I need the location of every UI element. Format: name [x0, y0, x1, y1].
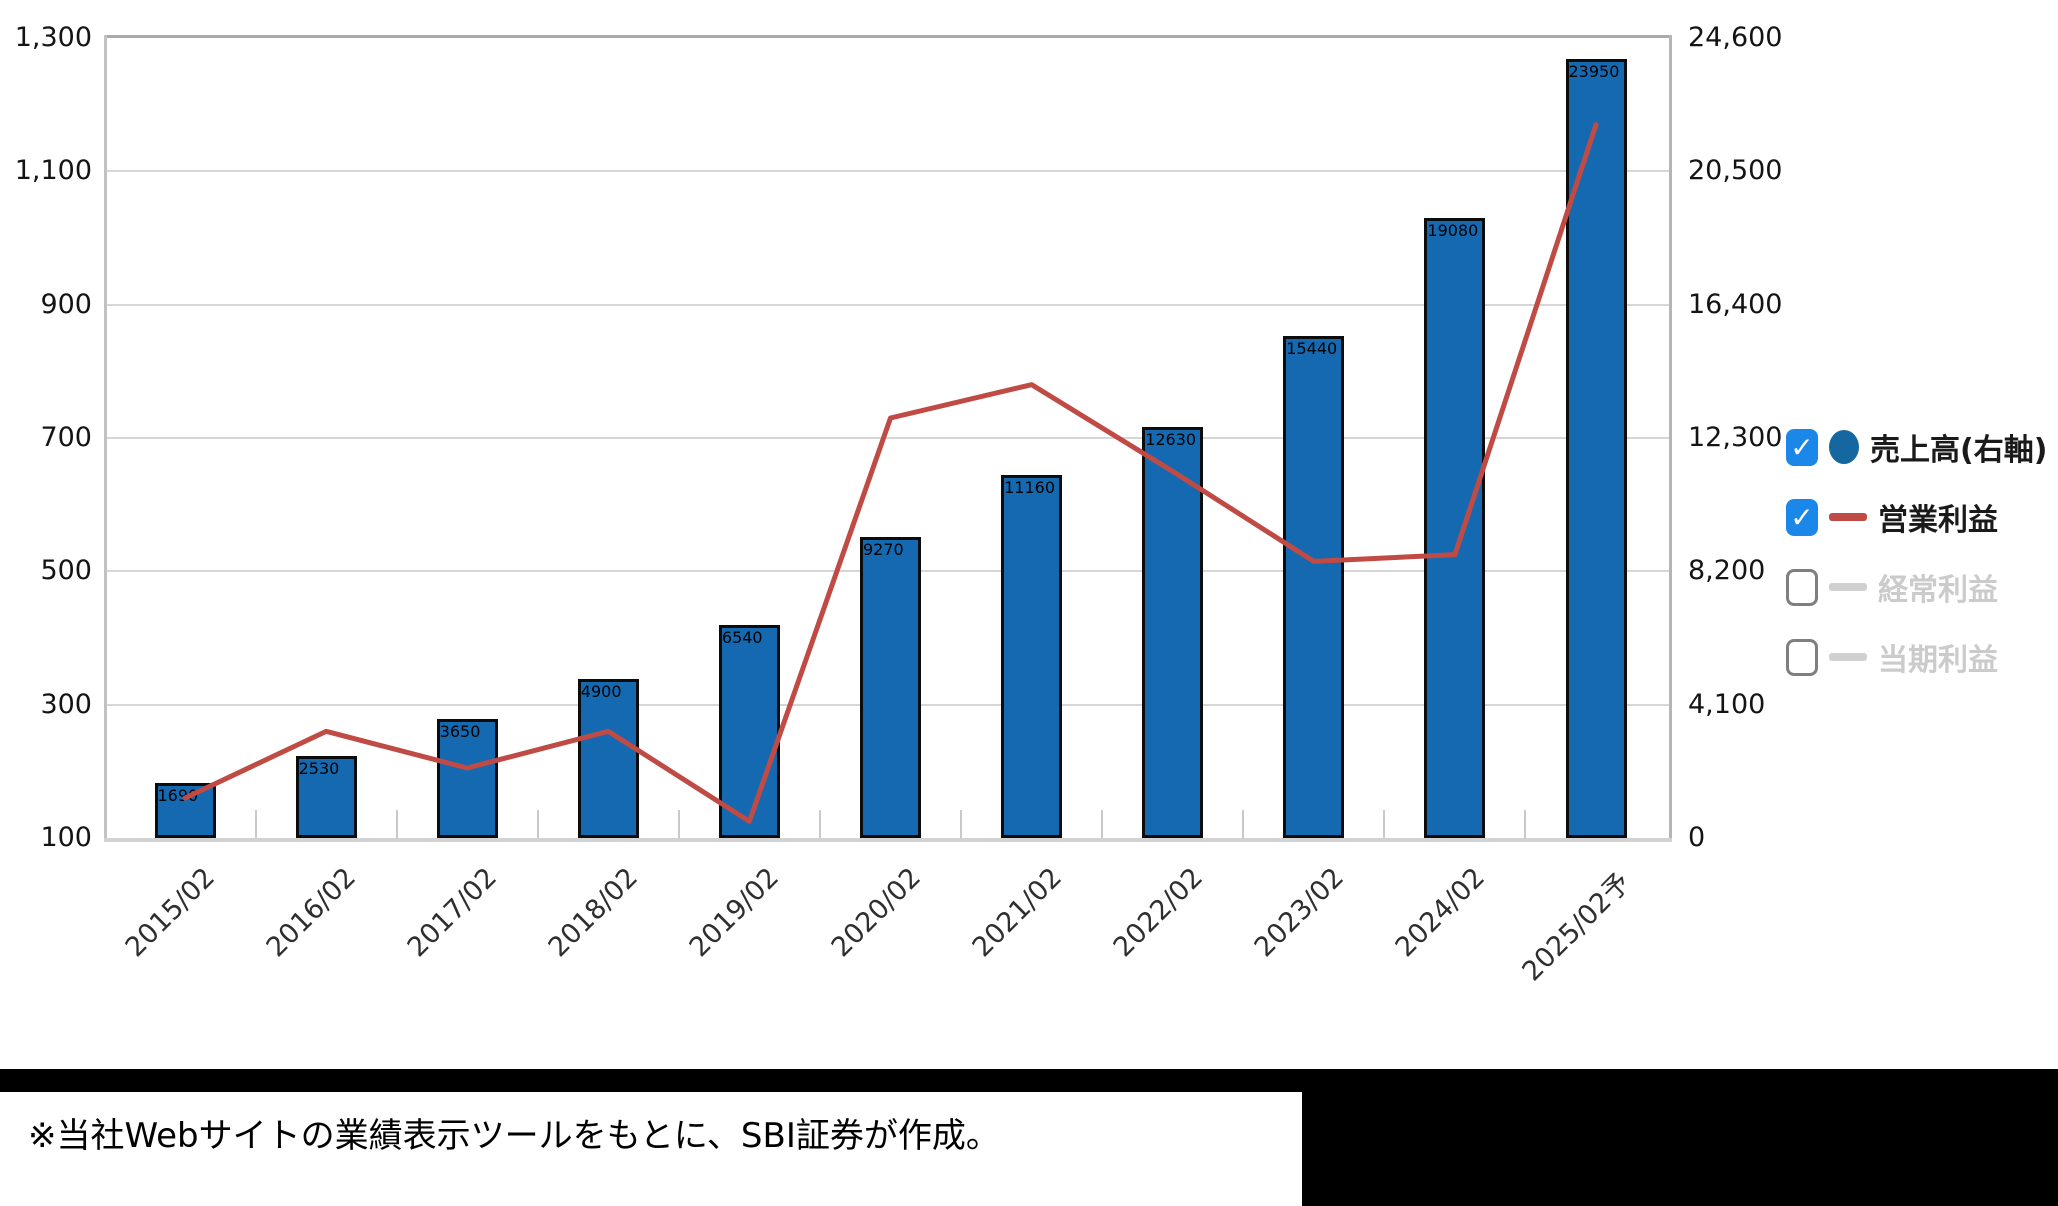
- gridline: [107, 303, 1669, 306]
- left-axis-tick-label: 300: [40, 688, 92, 720]
- y-axis-left-line: [104, 35, 107, 838]
- x-axis-tick: [818, 810, 821, 838]
- left-axis-tick-label: 700: [40, 422, 92, 453]
- checkmark-icon: ✓: [1790, 430, 1814, 464]
- revenue-bar: 6540: [718, 625, 780, 838]
- checkmark-icon: ✓: [1790, 500, 1814, 534]
- x-axis-category-label: 2015/02: [119, 862, 221, 964]
- revenue-bar: 4900: [577, 678, 639, 838]
- revenue-bar: 2530: [295, 755, 357, 838]
- revenue-bar: 11160: [1001, 475, 1063, 838]
- checkbox-unchecked[interactable]: [1786, 568, 1818, 606]
- right-axis-tick-label: 16,400: [1688, 288, 1783, 320]
- x-axis-tick: [1101, 810, 1104, 838]
- footer-black-block: [1302, 1092, 2058, 1206]
- x-axis-line: [104, 838, 1672, 842]
- operating-profit-line: [182, 122, 1599, 824]
- right-axis-tick-label: 20,500: [1688, 155, 1783, 187]
- legend-label: 営業利益: [1878, 503, 1998, 538]
- x-axis-tick: [677, 810, 680, 838]
- gridline: [107, 170, 1669, 173]
- revenue-bar: 15440: [1283, 335, 1345, 838]
- plot-area: 1690 2530 3650 4900 6540 9270 11160 12630 15440 1…: [104, 35, 1672, 842]
- legend-item-3[interactable]: 経常利益: [1786, 563, 1998, 611]
- right-axis-tick-label: 8,200: [1688, 555, 1766, 587]
- x-axis-tick: [1524, 810, 1527, 838]
- left-axis-tick-label: 1,100: [14, 155, 92, 187]
- source-note-text: ※当社Webサイトの業績表示ツールをもとに、SBI証券が作成。: [28, 1116, 1000, 1156]
- series-line-marker-icon: [1829, 513, 1867, 521]
- plot-border-top: [107, 35, 1669, 38]
- checkbox-checked[interactable]: ✓: [1786, 498, 1818, 536]
- left-axis-tick-label: 100: [40, 822, 92, 853]
- x-axis-tick: [536, 810, 539, 838]
- source-note: ※当社Webサイトの業績表示ツールをもとに、SBI証券が作成。: [0, 1092, 1302, 1206]
- left-axis-tick-label: 500: [40, 555, 92, 587]
- performance-chart: 1690 2530 3650 4900 6540 9270 11160 12630 15440 1…: [14, 22, 2048, 988]
- legend-label: 当期利益: [1878, 643, 1998, 678]
- y-axis-right-line: [1669, 35, 1672, 838]
- series-line-marker-icon: [1829, 583, 1867, 591]
- revenue-bar: 19080: [1424, 217, 1486, 838]
- revenue-bar: 12630: [1142, 427, 1204, 838]
- left-axis-tick-label: 1,300: [14, 22, 92, 53]
- x-axis-tick: [395, 810, 398, 838]
- revenue-bar: 1690: [154, 783, 216, 838]
- footer: ※当社Webサイトの業績表示ツールをもとに、SBI証券が作成。: [0, 1069, 2058, 1206]
- x-axis-tick: [960, 810, 963, 838]
- legend-item-2[interactable]: ✓ 営業利益: [1786, 493, 1998, 541]
- checkbox-checked[interactable]: ✓: [1786, 428, 1818, 466]
- right-axis-tick-label: 24,600: [1688, 22, 1783, 53]
- legend-item-4[interactable]: 当期利益: [1786, 633, 1998, 681]
- checkbox-unchecked[interactable]: [1786, 638, 1818, 676]
- x-axis-tick: [254, 810, 257, 838]
- x-axis-tick: [1383, 810, 1386, 838]
- legend-label: 売上高(右軸): [1870, 433, 2048, 468]
- right-axis-tick-label: 12,300: [1688, 422, 1783, 453]
- legend-item-1[interactable]: ✓ 売上高(右軸): [1786, 423, 2047, 471]
- x-axis-tick: [1242, 810, 1245, 838]
- revenue-bar: 3650: [436, 719, 498, 838]
- revenue-bar: 23950: [1565, 59, 1627, 838]
- footer-black-band: [0, 1069, 2058, 1092]
- left-axis-tick-label: 900: [40, 288, 92, 320]
- right-axis-tick-label: 0: [1688, 822, 1706, 853]
- legend-label: 経常利益: [1878, 573, 1998, 608]
- series-line-marker-icon: [1829, 653, 1867, 661]
- revenue-bar: 9270: [860, 536, 921, 838]
- gridline: [107, 437, 1669, 439]
- series-circle-marker-icon: [1829, 430, 1859, 464]
- right-axis-tick-label: 4,100: [1688, 688, 1766, 720]
